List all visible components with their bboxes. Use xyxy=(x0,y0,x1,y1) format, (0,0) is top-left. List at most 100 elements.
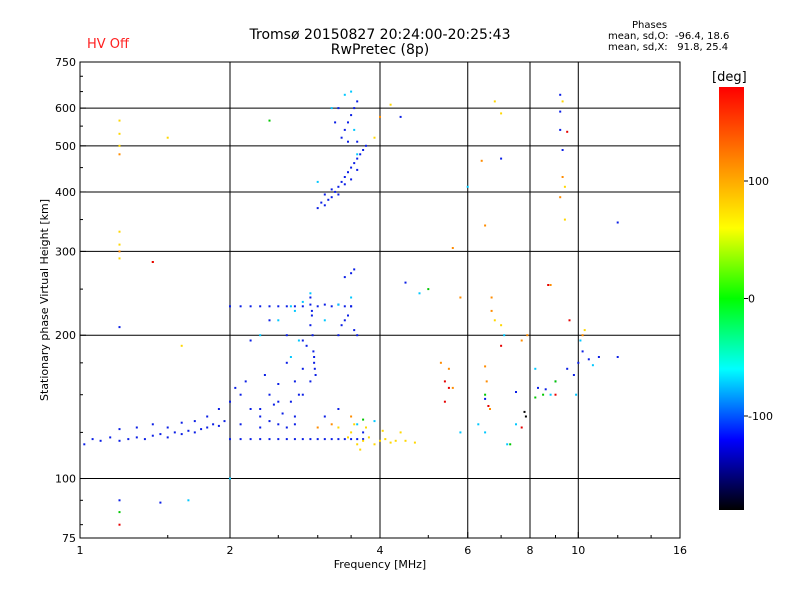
plot-grid xyxy=(80,62,680,538)
x-axis-label: Frequency [MHz] xyxy=(334,558,426,571)
data-point xyxy=(350,272,353,275)
y-tick-label: 600 xyxy=(55,102,76,115)
data-point xyxy=(263,374,266,376)
data-point xyxy=(193,431,196,434)
data-point xyxy=(559,128,562,131)
data-point xyxy=(293,423,296,426)
data-point xyxy=(523,410,526,413)
data-point xyxy=(484,224,487,227)
data-point xyxy=(272,403,275,406)
data-point xyxy=(135,426,138,429)
data-point xyxy=(427,288,430,291)
data-point xyxy=(99,439,102,442)
data-point xyxy=(268,420,271,423)
data-point xyxy=(356,100,359,103)
data-point xyxy=(277,438,280,441)
data-point xyxy=(337,303,340,306)
data-point xyxy=(223,420,226,423)
colorbar-ticks: 100 0 -100 xyxy=(744,175,773,423)
data-point xyxy=(187,429,190,432)
data-point xyxy=(362,418,365,421)
data-point xyxy=(239,438,242,441)
data-point xyxy=(118,326,121,329)
data-point xyxy=(566,367,569,370)
data-point xyxy=(350,415,353,418)
data-point xyxy=(500,157,503,160)
data-point xyxy=(314,374,317,376)
data-point xyxy=(334,121,337,124)
data-point xyxy=(451,247,454,249)
data-point xyxy=(293,380,296,383)
data-point xyxy=(330,196,333,199)
data-point xyxy=(309,324,312,327)
data-point xyxy=(583,329,586,332)
data-point xyxy=(549,284,552,286)
colorbar-tick-label: 100 xyxy=(748,175,769,188)
data-point xyxy=(581,334,584,337)
data-point xyxy=(485,380,488,383)
data-point xyxy=(350,114,353,117)
data-point xyxy=(281,412,284,415)
data-point xyxy=(581,350,584,353)
data-point xyxy=(347,436,349,439)
data-point xyxy=(484,431,487,434)
data-point xyxy=(524,415,527,418)
data-point xyxy=(490,309,493,312)
data-point xyxy=(350,431,353,434)
data-point xyxy=(353,162,356,165)
data-point xyxy=(316,426,319,429)
data-point xyxy=(301,300,304,303)
data-point xyxy=(554,393,557,396)
data-point xyxy=(91,438,94,441)
data-point xyxy=(389,441,392,444)
data-point xyxy=(285,361,288,364)
phases-line-o: mean, sd,O: -96.4, 18.6 xyxy=(608,31,730,42)
data-point xyxy=(389,103,392,106)
data-point xyxy=(151,434,154,437)
data-point xyxy=(362,439,365,442)
data-point xyxy=(109,436,112,439)
data-point xyxy=(118,153,121,156)
data-point xyxy=(323,415,326,418)
data-point xyxy=(193,420,196,423)
data-point xyxy=(277,383,280,385)
data-point xyxy=(559,93,562,96)
data-point xyxy=(118,257,121,260)
data-point xyxy=(575,393,578,396)
data-point xyxy=(206,415,209,418)
y-tick-label: 750 xyxy=(55,56,76,69)
data-point xyxy=(365,426,367,429)
data-point xyxy=(305,344,308,347)
data-point xyxy=(418,292,421,295)
data-point xyxy=(268,319,271,322)
data-point xyxy=(229,438,231,441)
data-point xyxy=(166,426,169,429)
data-point xyxy=(337,426,340,429)
data-point xyxy=(340,324,343,327)
data-point xyxy=(484,397,487,400)
data-point xyxy=(343,438,346,441)
data-point xyxy=(563,185,566,188)
axis-ticks: 1 2 4 6 8 10 16 75 100 200 300 400 500 600 750 xyxy=(55,56,687,557)
data-point xyxy=(229,305,231,308)
data-point xyxy=(413,441,416,444)
data-point xyxy=(337,334,340,337)
data-point xyxy=(356,438,359,441)
data-point xyxy=(244,380,247,383)
x-tick-label: 16 xyxy=(673,544,687,557)
data-point xyxy=(249,438,252,441)
data-point xyxy=(312,350,315,353)
data-point xyxy=(503,334,506,337)
data-point xyxy=(515,423,517,426)
data-point xyxy=(356,334,359,337)
data-point xyxy=(547,284,550,286)
data-point xyxy=(309,438,312,441)
data-point xyxy=(301,438,304,441)
data-point xyxy=(200,428,203,431)
colorbar-unit-label: [deg] xyxy=(712,70,747,85)
data-point xyxy=(334,190,337,193)
data-point xyxy=(259,305,262,308)
data-point xyxy=(350,90,353,93)
data-point xyxy=(347,121,349,124)
y-tick-label: 200 xyxy=(55,329,76,342)
